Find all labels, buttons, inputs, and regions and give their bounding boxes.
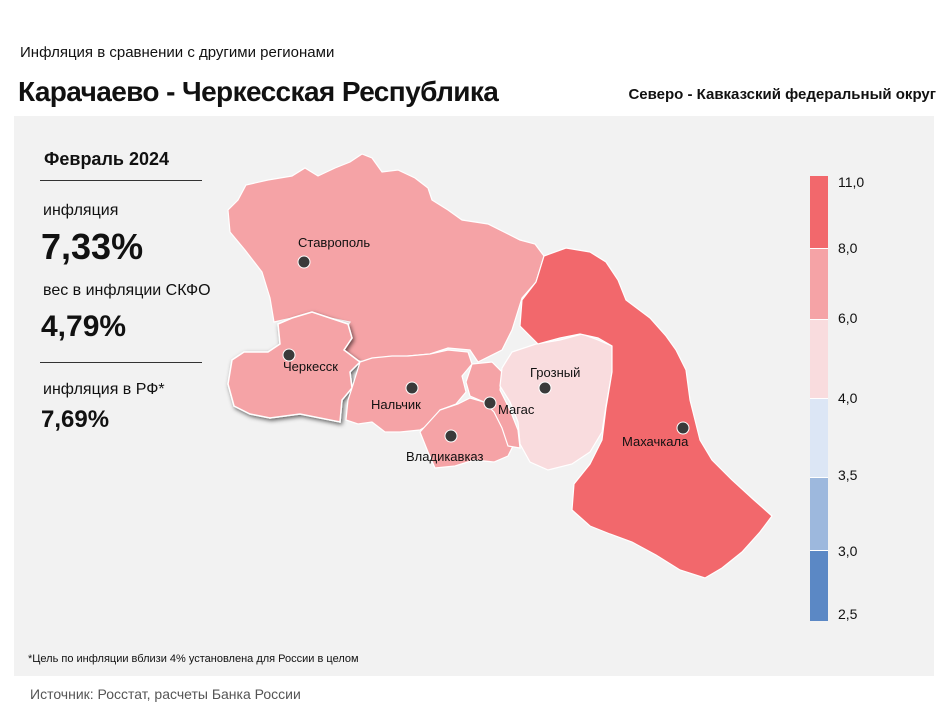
legend-tick-11: 11,0 (838, 174, 865, 190)
legend-tick-8: 8,0 (838, 240, 858, 256)
city-dot-nalchik[interactable] (405, 381, 419, 395)
city-label-vladikavkaz: Владикавказ (406, 449, 484, 464)
city-label-stavropol: Ставрополь (298, 235, 370, 250)
city-label-makhachkala: Махачкала (622, 434, 689, 449)
city-dot-cherkessk[interactable] (282, 348, 296, 362)
district-title: Северо - Кавказский федеральный округ (628, 86, 936, 103)
city-dot-vladikavkaz[interactable] (444, 429, 458, 443)
region-dagestan[interactable] (519, 247, 773, 579)
legend-bin-2_5-3 (810, 551, 828, 621)
city-label-magas: Магас (498, 402, 535, 417)
region-stavropol[interactable] (227, 153, 545, 363)
divider-bottom (40, 362, 202, 363)
city-dot-stavropol[interactable] (297, 255, 311, 269)
legend-bin-3_5-4 (810, 399, 828, 478)
region-north-ossetia[interactable] (419, 397, 517, 469)
weight-label: вес в инфляции СКФО (43, 282, 211, 299)
inflation-label: инфляция (43, 202, 119, 219)
rf-inflation-value: 7,69% (41, 406, 110, 433)
city-label-nalchik: Нальчик (371, 397, 421, 412)
legend-scale (810, 176, 828, 622)
legend-tick-2_5: 2,5 (838, 606, 858, 622)
legend-tick-3_5: 3,5 (838, 467, 858, 483)
city-label-grozny: Грозный (530, 365, 580, 380)
city-dot-magas[interactable] (483, 396, 497, 410)
period-label: Февраль 2024 (44, 149, 169, 169)
city-dot-makhachkala[interactable] (676, 421, 690, 435)
legend-bin-3-3_5 (810, 478, 828, 551)
inflation-value: 7,33% (41, 226, 144, 267)
weight-value: 4,79% (41, 310, 127, 343)
chart-subtitle: Инфляция в сравнении с другими регионами (20, 44, 335, 61)
region-karachay-cherkess[interactable] (227, 311, 362, 423)
divider-top (40, 180, 202, 181)
legend-bin-6-8 (810, 249, 828, 320)
legend-tick-4: 4,0 (838, 390, 858, 406)
region-title: Карачаево - Черкесская Республика (18, 76, 499, 107)
city-dot-grozny[interactable] (538, 381, 552, 395)
legend-tick-3: 3,0 (838, 543, 858, 559)
legend-bin-8-11 (810, 176, 828, 249)
source-note: Источник: Росстат, расчеты Банка России (30, 686, 301, 702)
legend-bin-4-6 (810, 320, 828, 399)
footnote: *Цель по инфляции вблизи 4% установлена … (28, 653, 359, 665)
city-label-cherkessk: Черкесск (283, 359, 338, 374)
legend-tick-6: 6,0 (838, 310, 858, 326)
rf-inflation-label: инфляция в РФ* (43, 381, 165, 398)
